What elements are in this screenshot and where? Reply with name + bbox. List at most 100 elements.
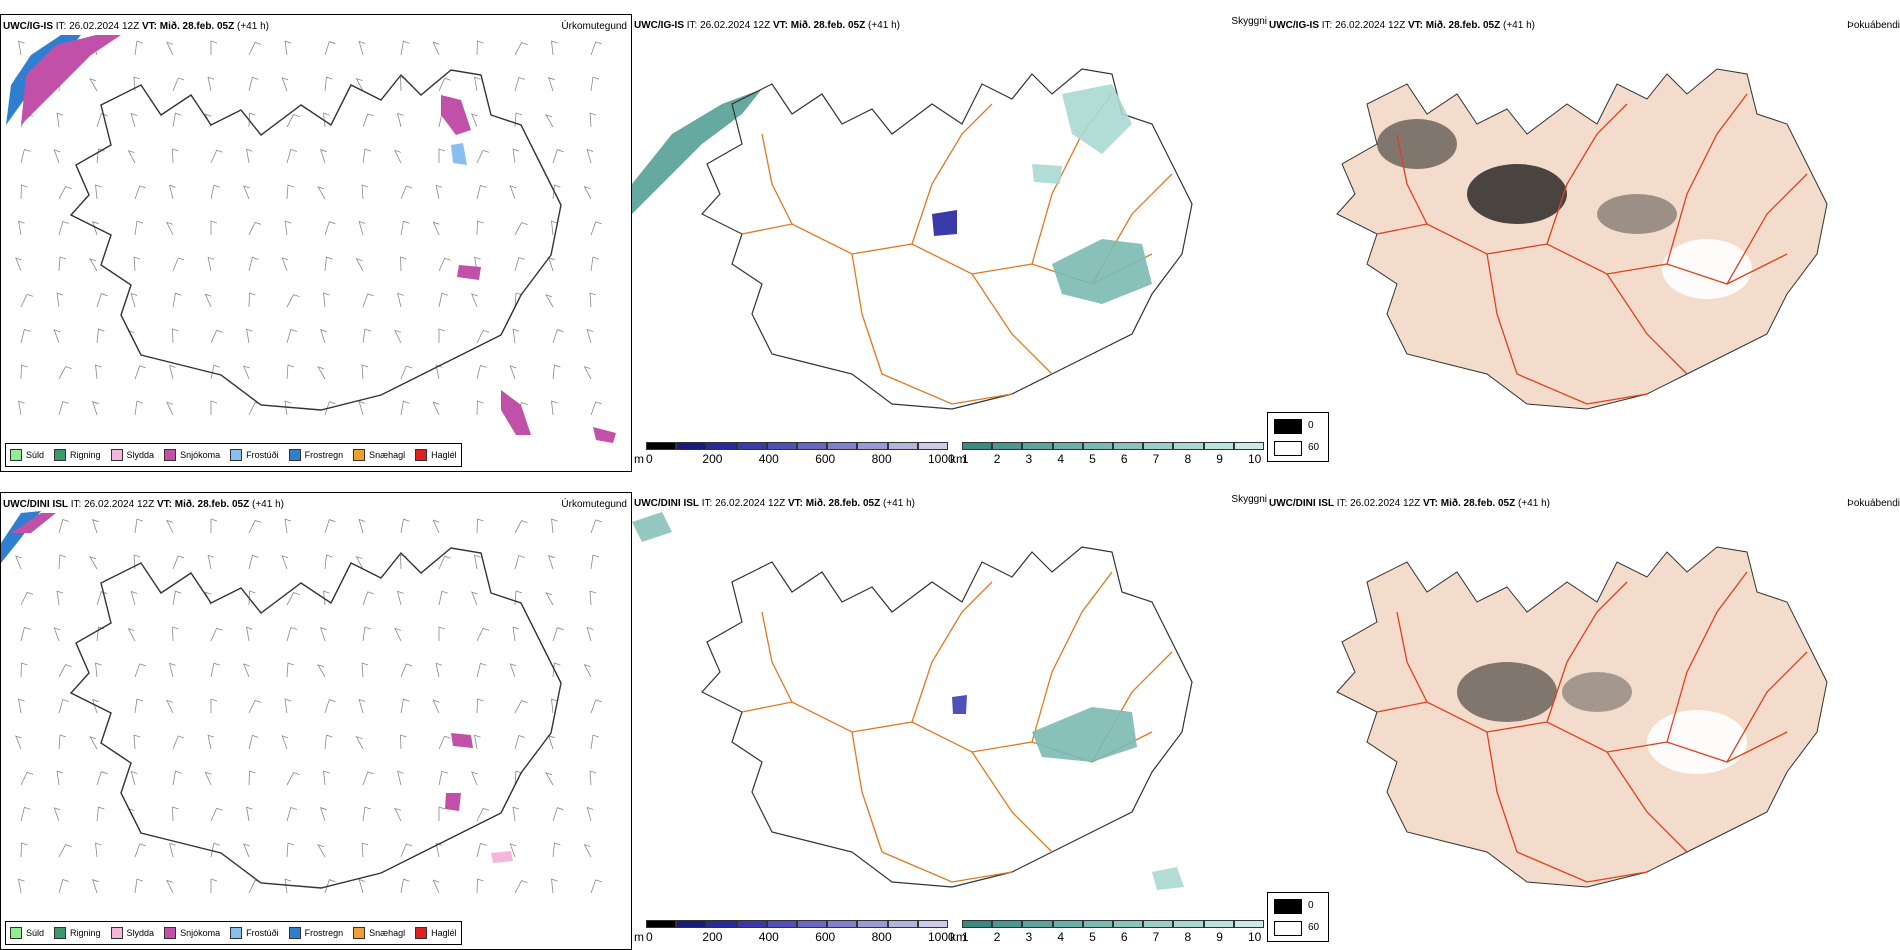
wind-barb [286, 294, 300, 308]
wind-barb [471, 293, 478, 308]
colorbar-tick-label: 4 [1057, 930, 1065, 944]
cloudbase-colorbar: m 0 200 400 600 800 1000 [634, 920, 955, 950]
colorbar-segment [992, 442, 1023, 450]
wind-barb [474, 76, 481, 92]
colorbar-segment [706, 442, 737, 450]
wind-barb [286, 807, 297, 822]
wind-barb [286, 329, 297, 344]
precip-legend-label: Snæhagl [369, 450, 406, 460]
precip-legend-item: Snjókoma [164, 449, 220, 461]
wind-barb [58, 256, 67, 272]
wind-barb [323, 590, 330, 606]
wind-barb [551, 518, 558, 534]
wind-barb [362, 328, 372, 344]
wind-barb [545, 114, 554, 128]
wind-barb [358, 878, 366, 894]
wind-barb [400, 185, 413, 200]
colorbar-segment [992, 920, 1023, 928]
colorbar-segment [646, 920, 677, 928]
wind-barb [438, 770, 449, 786]
precip-legend-label: Snjókoma [180, 928, 221, 938]
visibility-panel-bottom: UWC/DINI ISL IT: 26.02.2024 12Z VT: Mið.… [632, 492, 1267, 950]
road [1486, 731, 1518, 853]
precip-legend-item: Frostúði [230, 927, 279, 939]
precip-legend-swatch [353, 449, 366, 461]
road-network [1376, 93, 1808, 405]
wind-barb [20, 591, 34, 606]
colorbar-unit: m [634, 452, 644, 466]
precip-type-legend: Súld Rigning Slydda Snjókoma Frostúði Frostre… [5, 921, 462, 945]
wind-barb [590, 879, 602, 894]
wind-barb [355, 555, 364, 570]
wind-barb [514, 42, 528, 56]
wind-barb [362, 293, 374, 308]
precip-legend-item: Haglél [415, 449, 457, 461]
precip-legend-item: Snæhagl [353, 927, 405, 939]
wind-barb [324, 76, 333, 92]
wind-barb [438, 555, 451, 570]
precip-legend-label: Snjókoma [180, 450, 221, 460]
panel-name: Þokuábendi [1847, 20, 1900, 31]
wind-barb [134, 663, 146, 678]
road-network [1376, 571, 1808, 883]
wind-barb [435, 184, 443, 200]
wind-barb [246, 806, 253, 822]
wind-barb [512, 806, 520, 822]
wind-barb [400, 365, 413, 380]
colorbar-segment [1082, 920, 1113, 928]
colorbar-tick-label: 4 [1057, 452, 1065, 466]
wind-barb [58, 699, 69, 714]
wind-barb [400, 40, 410, 56]
wind-barb [207, 76, 215, 92]
precip-legend-swatch [415, 927, 428, 939]
wind-barb [589, 590, 597, 606]
colorbar-segment [1233, 442, 1264, 450]
wind-barb [551, 40, 558, 56]
precip-legend-swatch [288, 927, 301, 939]
wind-barb [56, 770, 64, 786]
precip-legend-swatch [54, 927, 67, 939]
wind-barb [284, 878, 292, 894]
wind-barb [514, 770, 523, 786]
precip-snow-area [457, 265, 481, 280]
visibility-area [632, 512, 672, 542]
wind-barb [514, 700, 528, 714]
wind-barb [20, 662, 28, 678]
road [971, 273, 1053, 375]
wind-barb [438, 626, 446, 641]
wind-barb [358, 400, 366, 416]
wind-barb [53, 627, 61, 642]
wind-barb [248, 41, 262, 56]
wind-barb [590, 221, 602, 236]
wind-barb [590, 401, 602, 416]
precip-legend-swatch [288, 449, 301, 461]
wind-barb [400, 734, 407, 750]
fog-area [1562, 672, 1632, 712]
wind-barb [172, 626, 179, 642]
wind-barb [474, 734, 481, 750]
colorbar-segment [887, 442, 918, 450]
precip-legend-label: Rigning [70, 928, 101, 938]
wind-barb [18, 400, 25, 416]
precip-legend-label: Frostúði [246, 928, 279, 938]
wind-barb [552, 184, 561, 200]
wind-barb [89, 78, 98, 92]
wind-barb [514, 292, 523, 308]
colorbar-tick-label: 6 [1120, 930, 1128, 944]
wind-barb [20, 148, 31, 164]
wind-barb [248, 590, 256, 606]
precip-type-legend: Súld Rigning Slydda Snjókoma Frostúði Frostre… [5, 443, 462, 467]
wind-barb [545, 592, 554, 606]
wind-barb [172, 77, 185, 92]
colorbar-tick-label: 10 [1248, 452, 1262, 466]
wind-barb [552, 329, 564, 344]
colorbar-segment [736, 920, 767, 928]
road [1726, 651, 1808, 763]
wind-barb [207, 554, 215, 570]
colorbar-tick-label: 6 [1120, 452, 1128, 466]
wind-barb [551, 698, 558, 714]
wind-barb [15, 555, 22, 570]
wind-barbs [15, 518, 602, 894]
precip-legend-item: Snæhagl [353, 449, 405, 461]
wind-barb [20, 806, 31, 822]
